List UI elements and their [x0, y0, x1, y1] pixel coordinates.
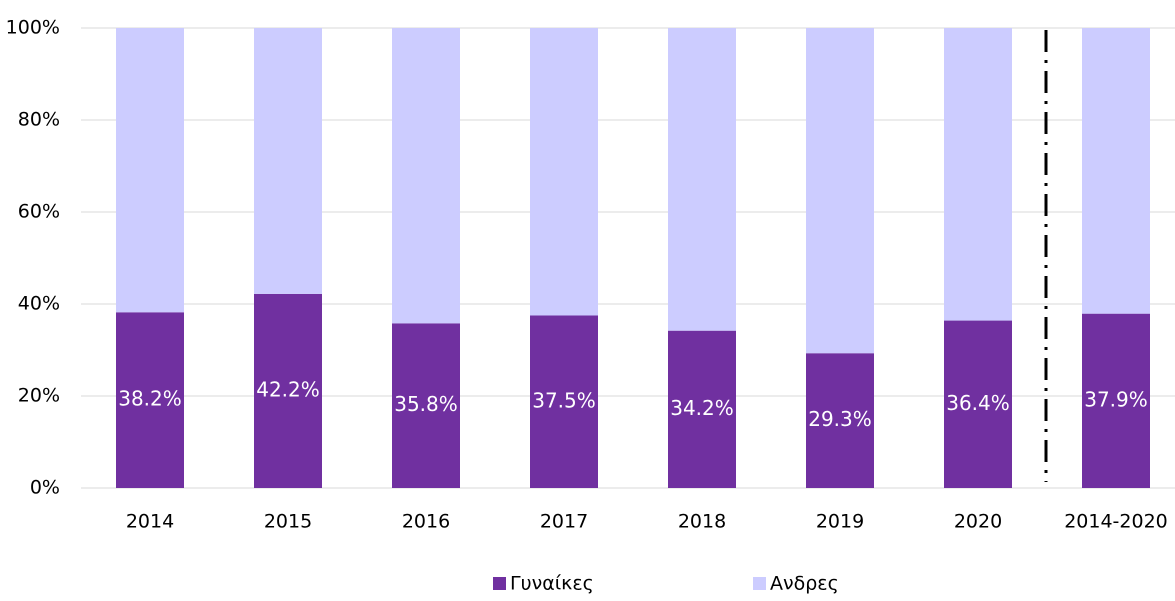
y-tick-label: 40%	[18, 293, 60, 315]
bar-segment	[806, 28, 874, 354]
bar-segment	[806, 353, 874, 488]
x-tick-label: 2017	[540, 511, 588, 533]
x-tick-label: 2019	[816, 511, 864, 533]
bar-segment	[1082, 28, 1150, 314]
x-tick-label: 2014-2020	[1064, 511, 1168, 533]
bar-segment	[530, 28, 598, 316]
legend-label: Γυναίκες	[510, 573, 594, 595]
data-label: 35.8%	[394, 392, 458, 416]
y-tick-label: 0%	[30, 477, 60, 499]
data-label: 37.9%	[1084, 387, 1148, 411]
y-tick-label: 20%	[18, 385, 60, 407]
x-tick-label: 2020	[954, 511, 1002, 533]
legend-label: Ανδρες	[770, 573, 839, 595]
legend-swatch	[753, 577, 766, 590]
y-tick-label: 60%	[18, 201, 60, 223]
data-label: 34.2%	[670, 396, 734, 420]
x-tick-label: 2016	[402, 511, 450, 533]
x-tick-label: 2014	[126, 511, 174, 533]
bar-segment	[668, 330, 736, 488]
bar-segment	[944, 320, 1012, 488]
x-tick-label: 2015	[264, 511, 312, 533]
bar-segment	[392, 28, 460, 324]
bar-segment	[392, 323, 460, 488]
bar-segment	[116, 28, 184, 313]
y-tick-label: 80%	[18, 109, 60, 131]
data-label: 42.2%	[256, 377, 320, 401]
legend-swatch	[493, 577, 506, 590]
bar-segment	[116, 312, 184, 488]
bar-segment	[254, 28, 322, 294]
bar-segment	[668, 28, 736, 331]
x-tick-label: 2018	[678, 511, 726, 533]
data-label: 38.2%	[118, 387, 182, 411]
data-label: 29.3%	[808, 407, 872, 431]
y-tick-label: 100%	[6, 17, 60, 39]
bar-segment	[1082, 313, 1150, 488]
data-label: 36.4%	[946, 391, 1010, 415]
labels: 0% 20% 40% 60% 80% 100% 2014 38.2% 2015 42.2% 2016…	[6, 17, 1168, 595]
data-label: 37.5%	[532, 388, 596, 412]
bar-segment	[254, 293, 322, 488]
bar-segment	[944, 28, 1012, 321]
bar-segment	[530, 315, 598, 488]
